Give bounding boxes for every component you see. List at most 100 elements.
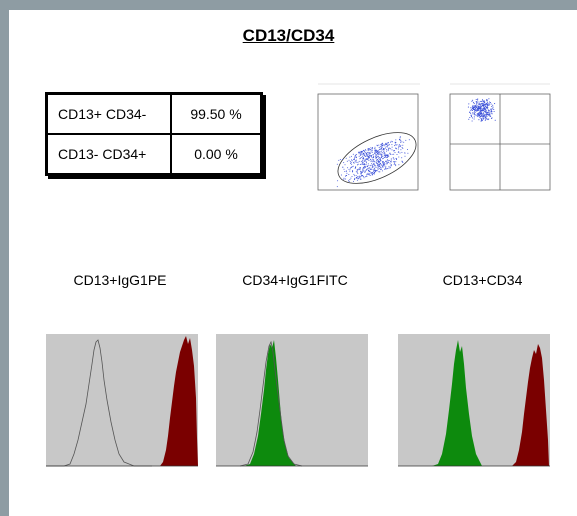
scatter-dot: [369, 149, 371, 151]
scatter-dot: [384, 168, 386, 170]
scatter-dot: [478, 109, 480, 111]
scatter-dot: [386, 160, 388, 162]
scatter-dot: [378, 159, 380, 161]
scatter-dot: [470, 107, 472, 109]
scatter-dot: [352, 153, 354, 155]
scatter-dot: [485, 116, 487, 118]
scatter-dot: [340, 174, 342, 176]
stat-label: CD13+ CD34-: [45, 92, 172, 135]
scatter-dot: [375, 154, 377, 156]
scatter-dot: [346, 172, 348, 174]
scatter-dot: [366, 152, 368, 154]
scatter-dot: [382, 155, 384, 157]
scatter-dot: [382, 158, 384, 160]
scatter-dot: [378, 165, 380, 167]
scatter-dot: [359, 175, 361, 177]
scatter-dot: [393, 163, 395, 165]
scatter-dot: [355, 154, 357, 156]
scatter-dot: [357, 169, 359, 171]
scatter-dot: [375, 158, 377, 159]
scatter-dot: [388, 148, 389, 150]
scatter-dot: [402, 162, 404, 163]
scatter-dot: [485, 115, 487, 117]
scatter-dot: [361, 162, 363, 164]
scatter-dot: [373, 173, 374, 175]
scatter-dot: [350, 161, 352, 163]
scatter-dot: [472, 101, 475, 103]
scatter-dot: [382, 161, 384, 163]
scatter-dot: [365, 165, 367, 167]
scatter-dot: [478, 103, 480, 106]
scatter-dot: [374, 170, 376, 172]
scatter-dot: [371, 148, 373, 150]
scatter-dot: [384, 156, 386, 158]
scatter-dot: [372, 147, 373, 148]
scatter-dot: [356, 177, 358, 178]
scatter-dot: [486, 115, 488, 117]
scatter-dot: [344, 164, 346, 166]
scatter-dot: [376, 170, 378, 172]
scatter-dot: [369, 175, 371, 176]
scatter-dot: [374, 146, 376, 148]
scatter-dot: [390, 158, 392, 160]
scatter-dot: [365, 163, 367, 165]
scatter-dot: [403, 141, 405, 143]
scatter-dot: [478, 101, 480, 103]
scatter-dot: [355, 167, 356, 169]
scatter-dot: [474, 107, 476, 109]
scatter-dot: [372, 148, 374, 150]
scatter-dot: [359, 164, 361, 165]
scatter-dot: [494, 119, 496, 121]
scatter-dot: [377, 165, 378, 167]
scatter-dot: [486, 107, 488, 109]
scatter-dot: [380, 148, 382, 150]
histogram-cd13: [42, 318, 202, 470]
scatter-dot: [370, 159, 371, 161]
scatter-dot: [352, 170, 354, 172]
scatter-dot: [375, 165, 377, 167]
scatter-dot: [467, 106, 469, 108]
scatter-dot: [364, 149, 366, 151]
scatter-dot: [349, 161, 351, 163]
scatter-dot: [483, 104, 485, 106]
scatter-dot: [477, 115, 479, 117]
histogram-cd34-graphic: [216, 334, 368, 467]
scatter-dot: [382, 157, 384, 159]
scatter-dot: [476, 102, 478, 105]
scatter-dot: [363, 157, 365, 159]
scatter-dot: [368, 153, 370, 155]
scatter-dot: [381, 144, 383, 146]
scatter-dot: [361, 153, 363, 155]
scatter-dot: [473, 112, 475, 114]
scatter-dot: [474, 111, 476, 114]
scatter-dot: [481, 115, 483, 117]
scatter-dot: [350, 162, 352, 164]
scatter-dot: [377, 151, 379, 153]
page-title: CD13/CD34: [242, 26, 335, 45]
scatter-dot: [364, 155, 366, 157]
scatter-dot: [375, 149, 377, 151]
scatter-dot: [394, 143, 396, 145]
scatter-dot: [386, 149, 388, 150]
scatter-dot: [485, 110, 487, 112]
scatter-dot: [383, 151, 385, 153]
scatter-dot: [484, 119, 486, 121]
scatter-dot: [384, 152, 386, 154]
scatter-dot: [357, 173, 359, 175]
scatter-dot: [374, 161, 376, 163]
scatter-dot: [358, 175, 360, 177]
scatter-dot: [370, 167, 372, 169]
scatter-dot: [369, 169, 371, 170]
scatter-dot: [371, 163, 373, 165]
scatter-dot: [338, 159, 340, 161]
scatter-dot: [372, 157, 374, 159]
scatter-dot: [376, 154, 378, 156]
scatter-dot: [385, 167, 387, 169]
scatter-dot: [370, 155, 372, 157]
scatter-dot: [385, 168, 387, 170]
scatter-dot: [372, 170, 374, 172]
scatter-dot: [359, 167, 361, 169]
scatter-dot: [473, 114, 475, 116]
scatter-dot: [374, 169, 375, 171]
scatter-dot: [379, 166, 381, 168]
